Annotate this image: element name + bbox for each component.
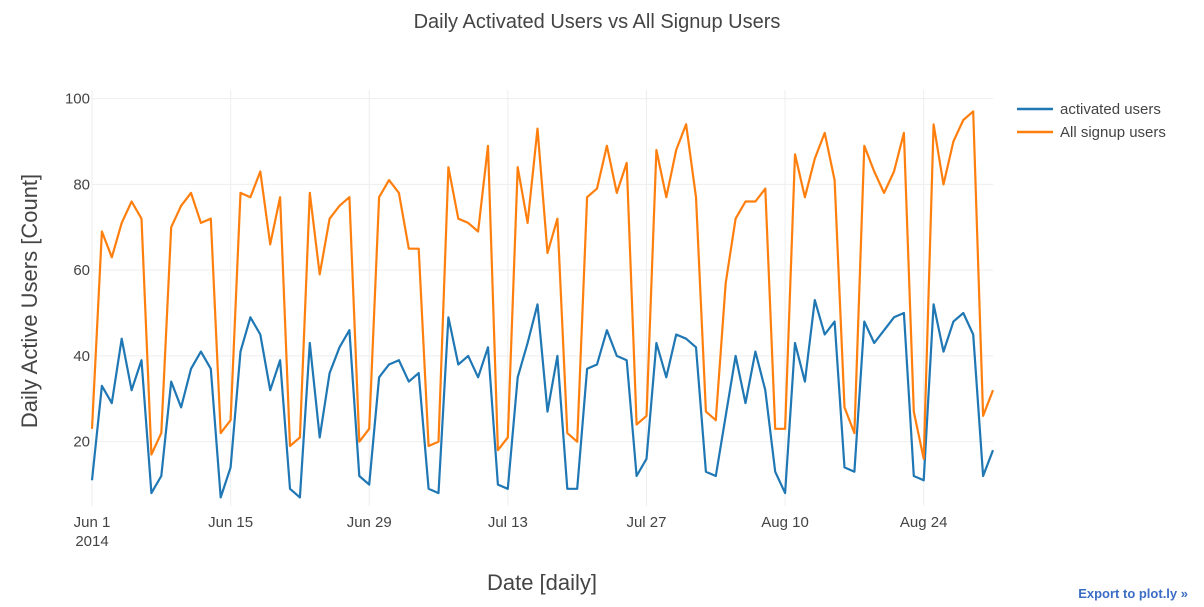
y-axis-ticks: 20 40 60 80 100 (65, 91, 90, 451)
x-tick-sublabel: 2014 (75, 533, 108, 550)
x-tick-label: Jun 1 (74, 514, 111, 531)
legend[interactable]: activated users All signup users (1017, 101, 1166, 141)
x-axis-title: Date [daily] (487, 570, 597, 595)
legend-label: activated users (1060, 101, 1161, 118)
series-line-1[interactable] (90, 110, 995, 460)
x-axis-ticks: Jun 1 2014 Jun 15 Jun 29 Jul 13 Jul 27 Aug 10 A… (74, 514, 948, 550)
y-axis-title: Daily Active Users [Count] (17, 174, 42, 428)
y-tick-label: 100 (65, 91, 90, 108)
series-line-0[interactable] (90, 299, 995, 499)
y-tick-label: 60 (73, 262, 90, 279)
x-tick-label: Jul 27 (626, 514, 666, 531)
grid-layer (91, 90, 993, 506)
series-layer (90, 110, 995, 499)
y-tick-label: 20 (73, 434, 90, 451)
chart-title: Daily Activated Users vs All Signup User… (414, 11, 781, 33)
export-to-plotly-link[interactable]: Export to plot.ly » (1078, 586, 1188, 601)
x-tick-label: Aug 24 (900, 514, 948, 531)
x-tick-label: Jul 13 (488, 514, 528, 531)
x-tick-label: Aug 10 (761, 514, 809, 531)
x-tick-label: Jun 29 (347, 514, 392, 531)
legend-label: All signup users (1060, 124, 1166, 141)
y-tick-label: 40 (73, 348, 90, 365)
y-tick-label: 80 (73, 176, 90, 193)
x-tick-label: Jun 15 (208, 514, 253, 531)
